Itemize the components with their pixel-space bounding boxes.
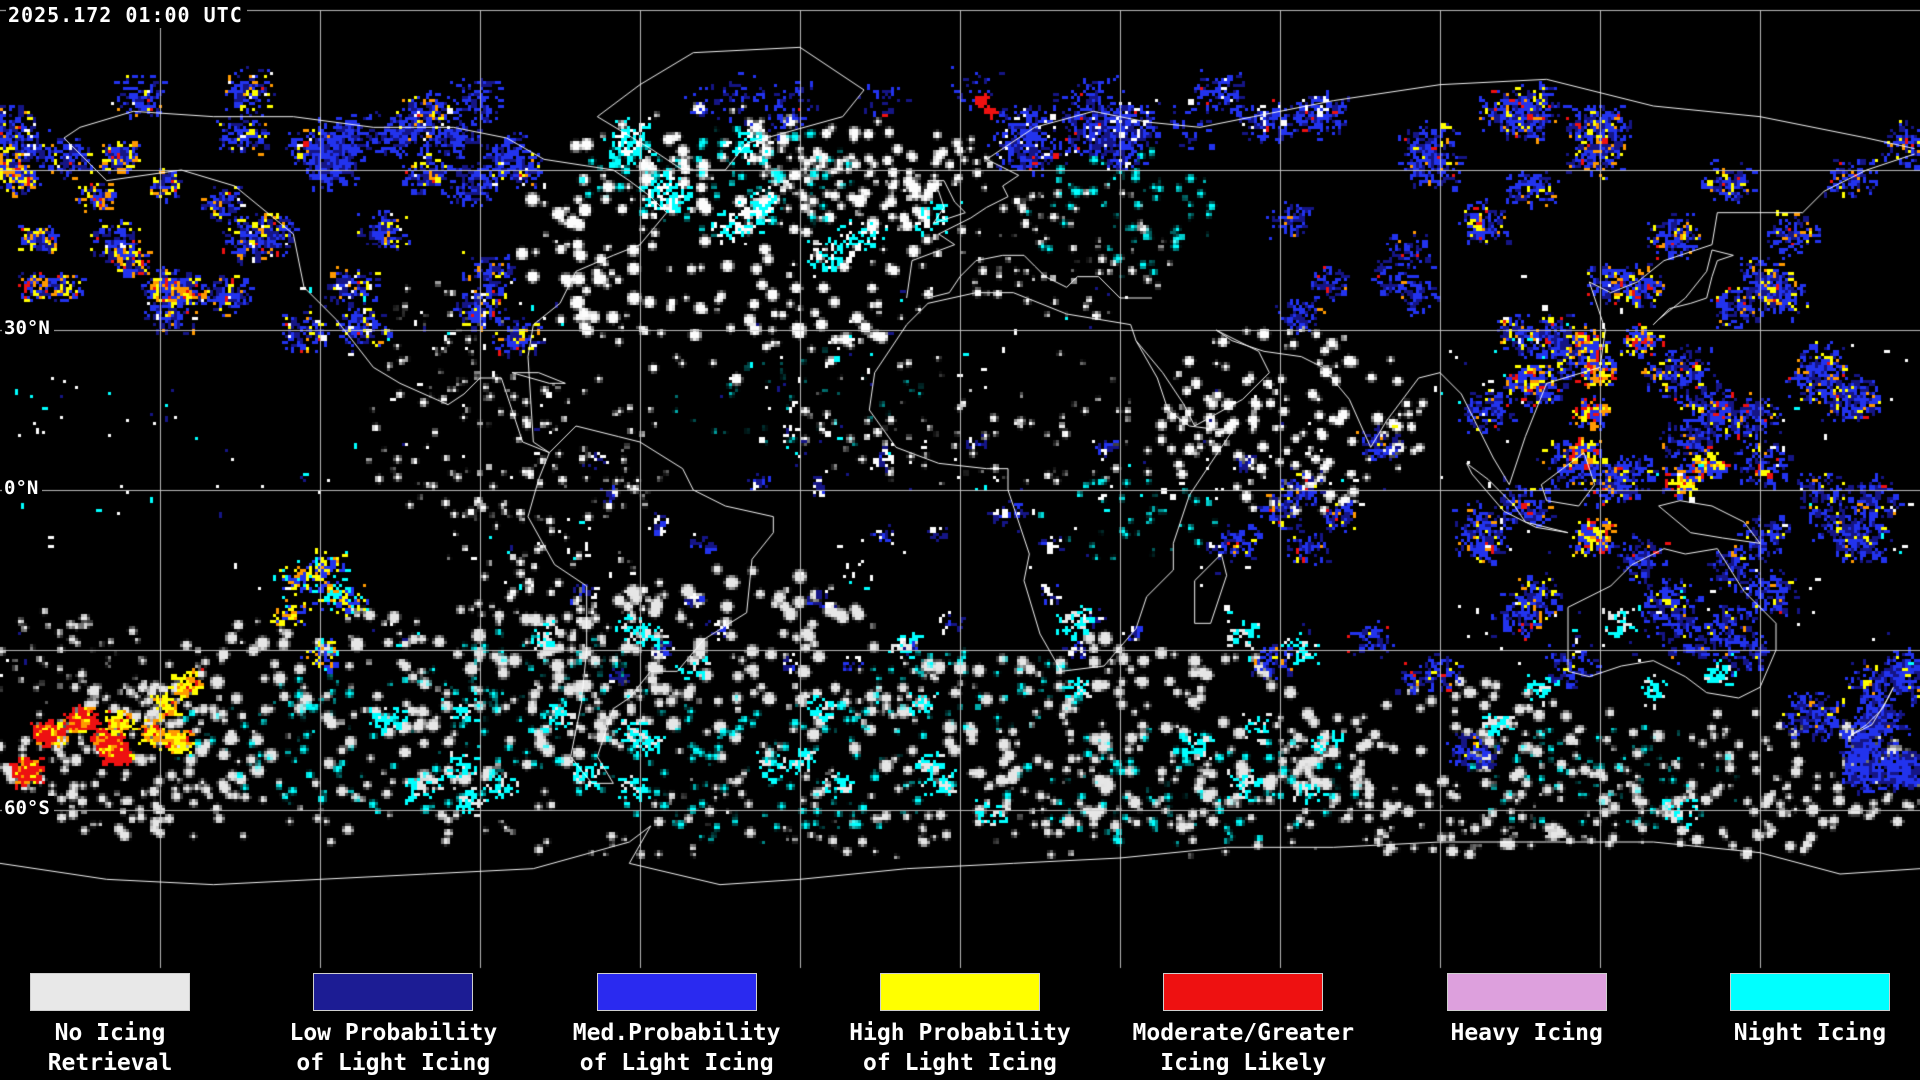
legend-label-low-probability: Low Probability of Light Icing: [289, 1020, 498, 1076]
legend-item-moderate-greater: Moderate/Greater Icing Likely: [1133, 970, 1354, 1080]
legend-swatch-no-icing: [30, 973, 190, 1011]
legend-swatch-moderate-greater: [1163, 973, 1324, 1011]
legend-item-low-probability: Low Probability of Light Icing: [289, 970, 497, 1080]
legend-swatch-night-icing: [1729, 973, 1890, 1011]
legend-label-night-icing: Night Icing: [1733, 1020, 1887, 1046]
legend-item-med-probability: Med.Probability of Light Icing: [573, 970, 781, 1080]
legend-label-no-icing: No Icing Retrieval: [47, 1020, 173, 1076]
legend-label-moderate-greater: Moderate/Greater Icing Likely: [1132, 1020, 1355, 1076]
legend-swatch-low-probability: [313, 973, 474, 1011]
latitude-label-0n: 0°N: [2, 476, 43, 500]
latitude-label-60s: 60°S: [2, 796, 54, 820]
legend-swatch-heavy-icing: [1446, 973, 1607, 1011]
legend-swatch-high-probability: [879, 973, 1040, 1011]
legend: No Icing Retrieval Low Probability of Li…: [0, 970, 1920, 1080]
legend-label-high-probability: High Probability of Light Icing: [849, 1020, 1071, 1076]
legend-item-night-icing: Night Icing: [1729, 970, 1890, 1080]
timestamp-label: 2025.172 01:00 UTC: [6, 2, 247, 28]
legend-item-heavy-icing: Heavy Icing: [1446, 970, 1607, 1080]
world-icing-map-canvas: [0, 0, 1920, 970]
legend-label-med-probability: Med.Probability of Light Icing: [572, 1020, 781, 1076]
legend-item-no-icing: No Icing Retrieval: [30, 970, 190, 1080]
legend-label-heavy-icing: Heavy Icing: [1450, 1020, 1603, 1046]
legend-swatch-med-probability: [596, 973, 757, 1011]
latitude-label-30n: 30°N: [2, 316, 54, 340]
legend-item-high-probability: High Probability of Light Icing: [849, 970, 1071, 1080]
